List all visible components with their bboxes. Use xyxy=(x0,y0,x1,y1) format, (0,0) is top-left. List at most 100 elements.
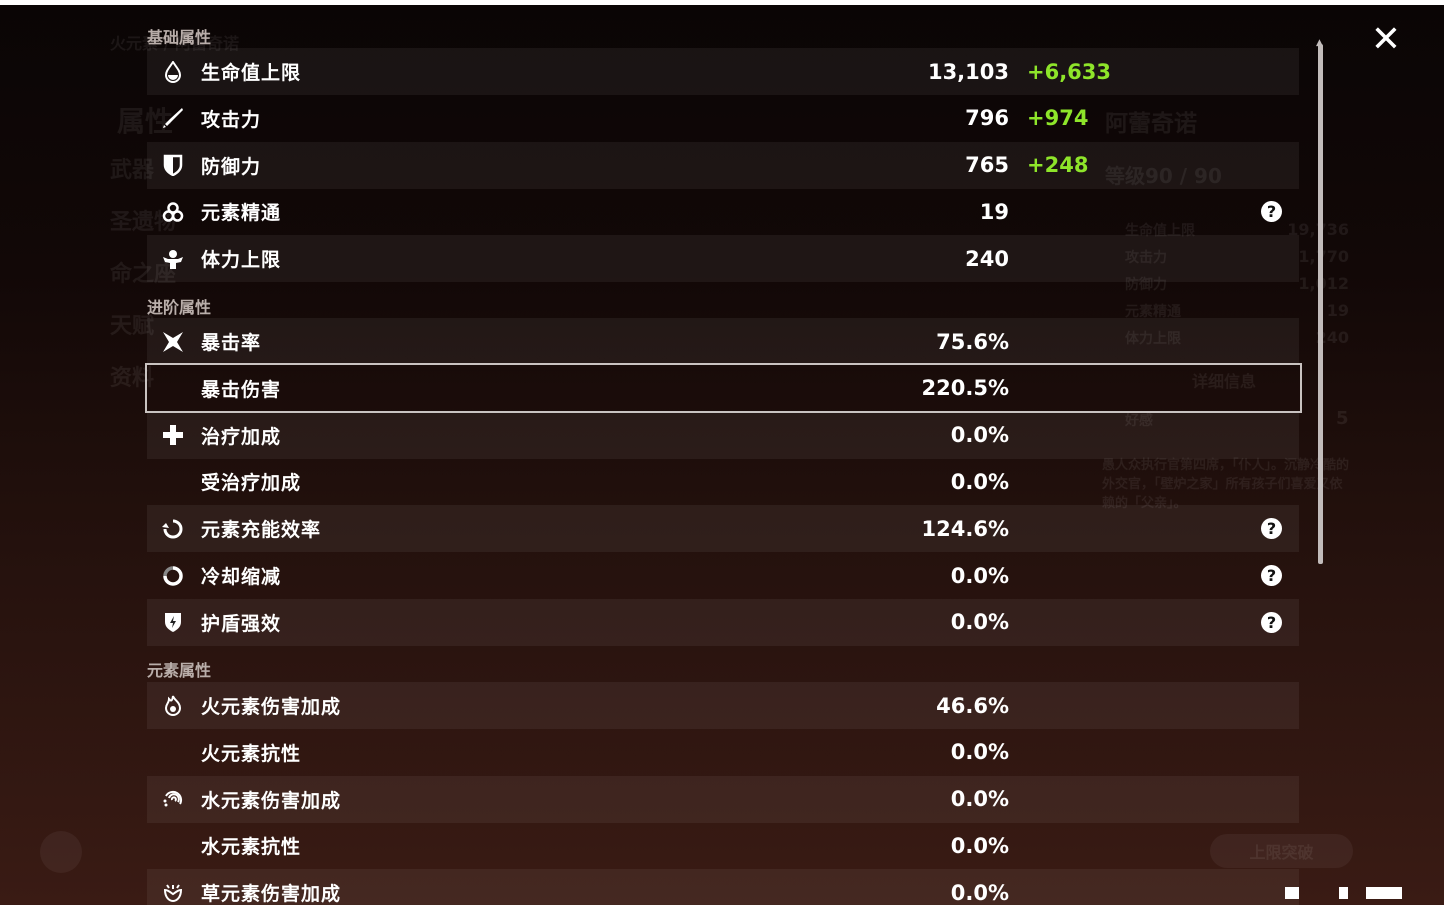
energy-recharge-icon xyxy=(161,517,185,541)
bg-summary-label: 防御力 xyxy=(1125,277,1167,293)
stat-value: 0.0% xyxy=(950,610,1009,635)
stat-value: 0.0% xyxy=(950,469,1009,494)
stat-row[interactable]: 草元素伤害加成 0.0% xyxy=(147,869,1299,905)
bg-summary-value: 240 xyxy=(1315,328,1349,347)
stat-name: 火元素伤害加成 xyxy=(201,696,342,718)
stat-name: 元素精通 xyxy=(201,202,282,225)
watermark-pixels xyxy=(1339,887,1348,899)
stat-bonus: +6,633 xyxy=(1027,59,1112,84)
stat-row[interactable]: 暴击率 75.6% xyxy=(147,318,1299,365)
help-icon[interactable]: ? xyxy=(1261,201,1282,223)
stat-row[interactable]: 受治疗加成 0.0% xyxy=(147,458,1299,505)
stat-row[interactable]: 暴击伤害 220.5% xyxy=(147,365,1299,412)
watermark-pixels xyxy=(1366,887,1402,899)
sword-icon xyxy=(161,106,185,130)
bg-summary-label: 生命值上限 xyxy=(1125,223,1195,239)
stat-row[interactable]: 防御力 765 +248 xyxy=(147,141,1299,189)
stat-name: 攻击力 xyxy=(201,108,262,131)
stat-name: 火元素抗性 xyxy=(201,742,302,765)
bg-details-button: 详细信息 xyxy=(1192,372,1257,391)
stat-row[interactable]: 生命值上限 13,103 +6,633 xyxy=(147,48,1299,95)
shield-strength-icon xyxy=(161,610,185,634)
stat-name: 水元素抗性 xyxy=(201,836,302,859)
stat-row[interactable]: 元素充能效率 124.6%? xyxy=(147,505,1299,553)
bg-description: 愚人众执行官第四席，「仆人」。沉静冷酷的外交官，「壁炉之家」所有孩子们喜爱又依赖… xyxy=(1102,458,1350,511)
stat-name: 生命值上限 xyxy=(201,62,302,84)
bg-menu-item: 属性 xyxy=(117,105,174,138)
cooldown-icon xyxy=(161,564,185,588)
bg-summary-label: 元素精通 xyxy=(1125,304,1181,320)
stat-value: 46.6% xyxy=(936,693,1009,718)
pyro-icon xyxy=(161,694,185,718)
bg-summary-value: 19 xyxy=(1326,301,1349,320)
stat-value: 220.5% xyxy=(921,376,1009,401)
stat-name: 冷却缩减 xyxy=(201,566,282,588)
bg-summary-value: 1,012 xyxy=(1298,274,1349,293)
stat-value: 765 xyxy=(965,153,1009,178)
stat-value: 19 xyxy=(979,199,1009,224)
stat-name: 水元素伤害加成 xyxy=(201,789,342,812)
stat-value: 0.0% xyxy=(950,833,1009,858)
dendro-icon xyxy=(161,881,185,905)
stat-value: 124.6% xyxy=(921,516,1009,541)
stat-bonus: +248 xyxy=(1027,153,1089,178)
stat-value: 0.0% xyxy=(950,423,1009,448)
stat-row[interactable]: 体力上限 240 xyxy=(147,235,1299,283)
healing-cross-icon xyxy=(161,423,185,447)
bg-char-name: 阿蕾奇诺 xyxy=(1105,111,1197,137)
hp-drop-icon xyxy=(161,60,185,84)
stat-value: 0.0% xyxy=(950,787,1009,812)
stat-name: 护盾强效 xyxy=(201,612,282,635)
stat-value: 0.0% xyxy=(950,880,1009,905)
stat-row[interactable]: 水元素伤害加成 0.0% xyxy=(147,775,1299,823)
bg-friendship-value: 5 xyxy=(1336,408,1349,429)
stat-name: 暴击伤害 xyxy=(201,378,282,401)
bg-level: 等级90 / 90 xyxy=(1105,164,1222,188)
stamina-icon xyxy=(161,247,185,271)
crit-rate-icon xyxy=(161,330,185,354)
help-icon[interactable]: ? xyxy=(1261,611,1282,633)
stat-name: 体力上限 xyxy=(201,249,282,272)
section-title: 基础属性 xyxy=(147,28,212,47)
bg-friendship-label: 好感 xyxy=(1125,413,1153,429)
stat-name: 暴击率 xyxy=(201,332,262,354)
watermark-pixels xyxy=(1285,887,1299,899)
stat-row[interactable]: 治疗加成 0.0% xyxy=(147,411,1299,459)
bg-menu-item: 武器 xyxy=(110,158,155,183)
help-icon[interactable]: ? xyxy=(1261,518,1282,540)
bg-ascend-button: 上限突破 xyxy=(1210,834,1353,868)
window-top-edge xyxy=(0,0,1444,5)
stat-value: 13,103 xyxy=(927,59,1009,84)
stat-row[interactable]: 元素精通 19? xyxy=(147,188,1299,235)
elemental-mastery-icon xyxy=(161,200,185,224)
stat-name: 防御力 xyxy=(201,155,262,178)
stat-bonus: +974 xyxy=(1027,106,1089,131)
stat-value: 75.6% xyxy=(936,329,1009,354)
stat-value: 796 xyxy=(965,106,1009,131)
help-icon[interactable]: ? xyxy=(1261,565,1282,586)
stat-name: 受治疗加成 xyxy=(201,472,302,495)
hydro-icon xyxy=(161,787,185,811)
stat-row[interactable]: 护盾强效 0.0%? xyxy=(147,598,1299,646)
stat-row[interactable]: 火元素抗性 0.0% xyxy=(147,729,1299,776)
scroll-up-icon: ▲ xyxy=(1316,38,1323,48)
stat-row[interactable]: 火元素伤害加成 46.6% xyxy=(147,682,1299,729)
stat-name: 元素充能效率 xyxy=(201,519,322,542)
selected-row-highlight xyxy=(145,363,1302,413)
bg-menu-item: 命之座 xyxy=(110,262,177,287)
section-title: 元素属性 xyxy=(147,661,212,680)
shield-icon xyxy=(161,153,185,177)
stat-name: 草元素伤害加成 xyxy=(201,883,342,905)
stat-name: 治疗加成 xyxy=(201,425,282,448)
close-button[interactable]: ✕ xyxy=(1370,19,1402,60)
stat-row[interactable]: 冷却缩减 0.0%? xyxy=(147,552,1299,599)
section-title: 进阶属性 xyxy=(147,298,212,317)
stat-value: 0.0% xyxy=(950,563,1009,588)
stat-value: 0.0% xyxy=(950,740,1009,765)
bg-menu-icon xyxy=(40,831,82,873)
scrollbar[interactable] xyxy=(1318,44,1323,564)
stat-row[interactable]: 水元素抗性 0.0% xyxy=(147,822,1299,869)
stat-row[interactable]: 攻击力 796 +974 xyxy=(147,95,1299,142)
stat-value: 240 xyxy=(965,246,1009,271)
bg-summary-value: 1,770 xyxy=(1298,247,1349,266)
